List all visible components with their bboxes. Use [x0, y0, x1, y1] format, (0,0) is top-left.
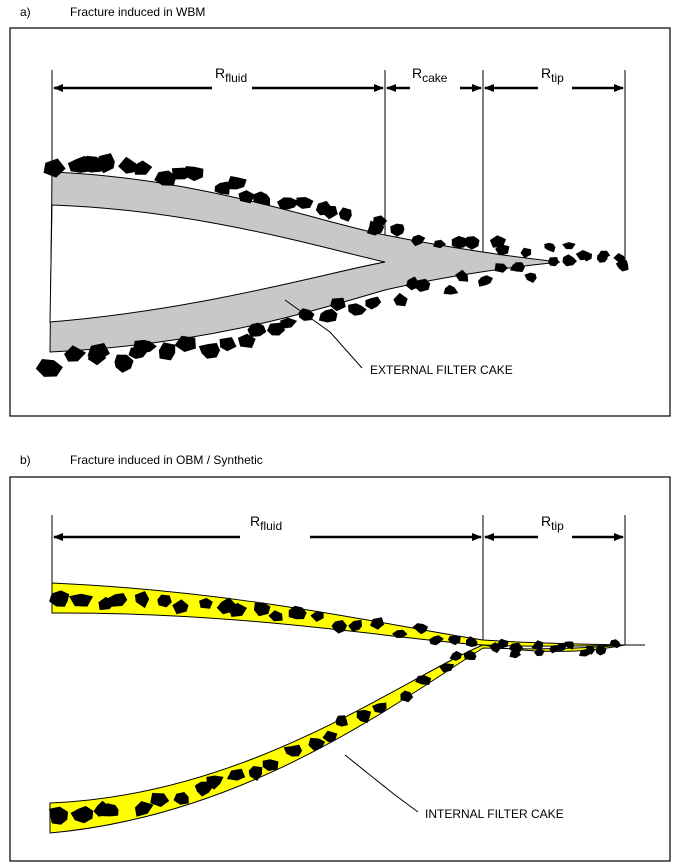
particle [183, 166, 204, 181]
particle [597, 253, 608, 263]
particle [464, 236, 480, 250]
particle [296, 197, 313, 209]
particle [524, 273, 536, 283]
particle [562, 242, 576, 249]
particle [227, 176, 247, 190]
callout-text: EXTERNAL FILTER CAKE [370, 363, 513, 377]
invaded-zone [52, 583, 625, 646]
particle [478, 275, 493, 287]
particle [390, 224, 404, 237]
callout-text: INTERNAL FILTER CAKE [425, 807, 564, 821]
invaded-zone [50, 645, 625, 833]
particle [322, 206, 338, 220]
panel-title: Fracture induced in OBM / Synthetic [70, 453, 263, 467]
particle [365, 297, 381, 310]
particle [616, 260, 629, 271]
panel-title: Fracture induced in WBM [70, 5, 205, 19]
particle [562, 254, 577, 266]
particle [521, 248, 532, 258]
panel-label: b) [20, 453, 31, 467]
particle [115, 355, 134, 373]
particle [548, 257, 559, 266]
callout-line [345, 755, 418, 812]
particle [199, 343, 220, 359]
particle [133, 161, 152, 175]
particle [319, 309, 338, 323]
particle [339, 207, 352, 221]
particle [348, 303, 367, 316]
particle [220, 337, 237, 351]
particles [49, 590, 621, 824]
particle [444, 285, 459, 295]
particle [118, 157, 137, 174]
particle [36, 359, 63, 377]
particle [544, 243, 555, 253]
particle [393, 293, 407, 306]
panel-label: a) [20, 5, 31, 19]
particle [159, 342, 175, 360]
particle [448, 636, 461, 646]
figure: a) Fracture induced in WBM Rfluid Rcake … [0, 0, 683, 863]
particle [277, 197, 298, 209]
particle [280, 318, 297, 329]
